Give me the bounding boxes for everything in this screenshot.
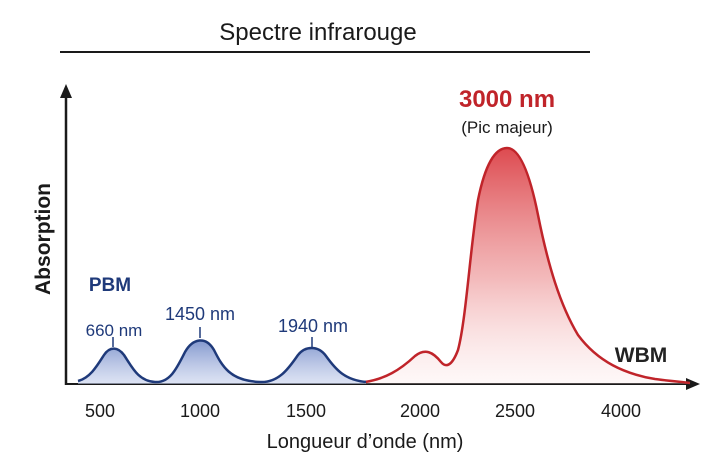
pbm-area	[78, 340, 366, 384]
pbm-curve	[77, 339, 367, 384]
x-tick-label-1000: 1000	[180, 401, 220, 421]
x-tick-label-2000: 2000	[400, 401, 440, 421]
x-tick-label-4000: 4000	[601, 401, 641, 421]
spectrum-curves	[77, 146, 691, 385]
main-peak-label: 3000 nm	[459, 86, 555, 113]
peak-1940-label: 1940 nm	[278, 316, 348, 336]
y-axis-label: Absorption	[32, 183, 55, 295]
wbm-curve	[364, 146, 691, 385]
chart-title: Spectre infrarouge	[219, 19, 416, 46]
wbm-area	[365, 148, 690, 384]
x-axis-arrow-icon	[686, 378, 700, 390]
wbm-label: WBM	[615, 344, 667, 367]
x-tick-label-1500: 1500	[286, 401, 326, 421]
x-tick-label-2500: 2500	[495, 401, 535, 421]
x-tick-labels: 500 1000 1500 2000 2500 4000	[85, 401, 641, 421]
peak-660-label: 660 nm	[86, 321, 143, 340]
pbm-label: PBM	[89, 275, 131, 296]
y-axis-arrow-icon	[60, 84, 72, 98]
x-tick-label-500: 500	[85, 401, 115, 421]
main-peak-note: (Pic majeur)	[461, 118, 553, 137]
peak-1450-label: 1450 nm	[165, 304, 235, 324]
x-axis-label: Longueur d’onde (nm)	[267, 431, 464, 453]
